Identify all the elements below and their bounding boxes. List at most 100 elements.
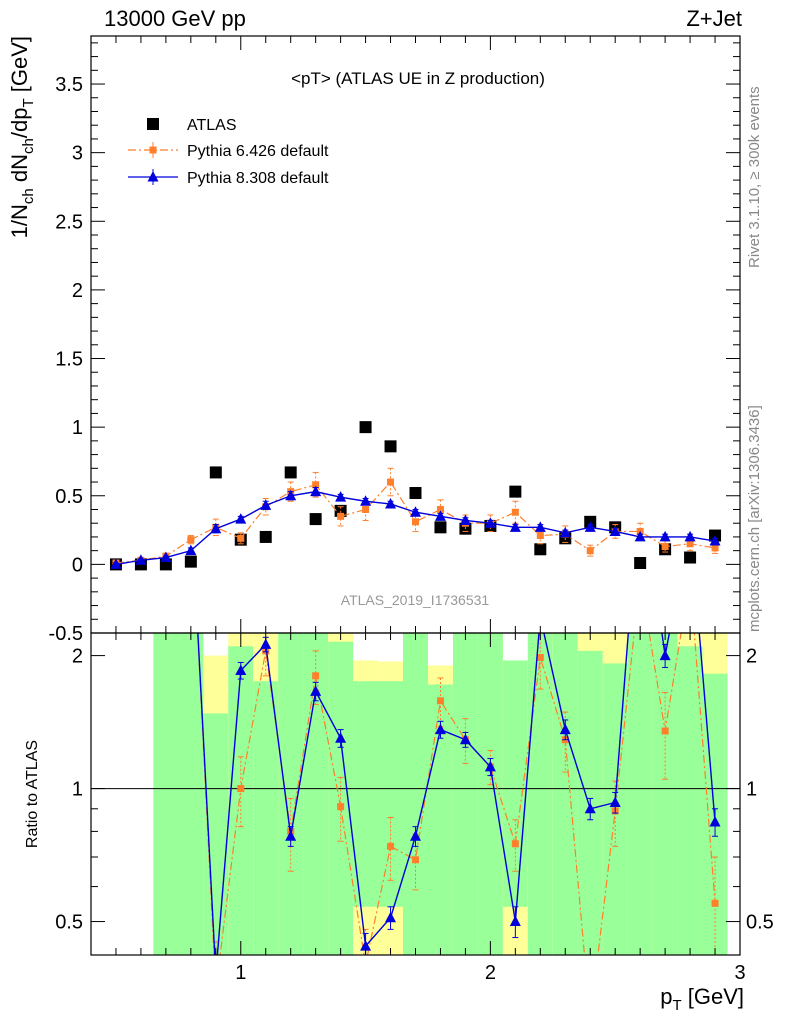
- data-point: [187, 536, 195, 544]
- data-point: [160, 551, 172, 563]
- ratio-point: [260, 638, 272, 649]
- data-point: [586, 547, 594, 555]
- data-point: [337, 512, 345, 520]
- y-axis-label-part: [GeV]: [7, 36, 32, 98]
- ratio-point: [310, 685, 322, 696]
- ratio-series-group: [160, 439, 721, 1023]
- ratio-band-inner: [403, 633, 428, 955]
- y-tick-label: 1: [72, 417, 83, 439]
- ratio-y-tick-label-right: 0.5: [746, 912, 774, 934]
- data-point: [209, 466, 222, 479]
- data-point: [534, 521, 546, 532]
- data-point: [684, 530, 696, 542]
- ratio-point: [337, 803, 345, 811]
- main-series-group: [109, 421, 722, 571]
- ratio-point: [387, 842, 395, 850]
- y-tick-label: 3.5: [55, 74, 83, 96]
- data-point: [259, 530, 272, 543]
- data-point: [436, 505, 444, 513]
- ratio-point: [412, 856, 419, 864]
- ratio-point: [235, 664, 247, 676]
- y-axis-label-part: 1/N: [7, 204, 32, 238]
- data-point: [536, 532, 544, 540]
- header-left-label: 13000 GeV pp: [104, 6, 246, 31]
- legend-marker: [147, 118, 159, 130]
- ratio-point: [285, 830, 297, 841]
- data-point: [310, 485, 322, 497]
- y-axis-label-part: /dp: [7, 108, 32, 139]
- ratio-point: [609, 796, 621, 807]
- ratio-point: [436, 697, 444, 705]
- data-point: [686, 540, 694, 548]
- series-line: [115, 490, 716, 566]
- ratio-point: [335, 732, 347, 743]
- data-point: [210, 522, 222, 534]
- y-axis-label-part: dN: [7, 154, 32, 188]
- legend: ATLAS Pythia 6.426 default Pythia 8.308 de…: [128, 117, 329, 187]
- ratio-point: [185, 494, 196, 505]
- ratio-point: [687, 574, 694, 581]
- ratio-point: [559, 723, 571, 735]
- ratio-point: [385, 911, 397, 923]
- ratio-band-inner: [353, 681, 379, 907]
- ratio-y-tick-label-left: 1: [72, 779, 83, 801]
- data-point: [284, 466, 297, 479]
- ratio-y-axis-label: Ratio to ATLAS: [24, 740, 41, 848]
- ratio-band-inner: [228, 646, 254, 955]
- y-axis-label-part: ch: [20, 138, 37, 154]
- ratio-point: [434, 723, 446, 735]
- ratio-point: [459, 733, 471, 745]
- x-tick-label: 2: [485, 962, 496, 984]
- y-axis-label-part: ch: [20, 188, 37, 204]
- ratio-point: [661, 727, 669, 735]
- data-point: [559, 526, 571, 538]
- data-point: [684, 551, 697, 564]
- ratio-point: [362, 961, 369, 968]
- ratio-band-inner: [378, 681, 404, 907]
- ratio-point: [536, 654, 544, 662]
- ratio-uncertainty-bands: [91, 633, 740, 955]
- data-point: [410, 506, 421, 517]
- ratio-band-inner: [677, 646, 703, 955]
- legend-label: ATLAS: [187, 117, 237, 134]
- ratio-point: [587, 1016, 594, 1023]
- data-point: [185, 544, 197, 556]
- ratio-point: [709, 816, 721, 827]
- ratio-point: [187, 497, 194, 504]
- data-point: [584, 521, 596, 532]
- y-tick-label: 2.5: [55, 211, 83, 233]
- ratio-y-tick-label-left: 0.5: [55, 912, 83, 934]
- data-point: [360, 495, 372, 506]
- ratio-band-inner: [153, 633, 204, 955]
- data-point: [434, 510, 446, 521]
- data-point: [709, 535, 721, 546]
- data-point: [385, 497, 397, 509]
- x-axis-label-part: p: [660, 984, 672, 1009]
- data-point: [184, 555, 197, 568]
- ratio-y-tick-label-left: 2: [72, 646, 83, 668]
- data-point: [359, 421, 372, 434]
- ratio-band-inner: [278, 633, 304, 955]
- ratio-point: [659, 649, 671, 661]
- ratio-point: [635, 474, 646, 485]
- legend-marker: [147, 171, 159, 182]
- data-point: [362, 505, 370, 513]
- x-axis-label-part: [GeV]: [682, 984, 744, 1009]
- y-tick-label: -0.5: [49, 623, 83, 645]
- y-tick-label: 1.5: [55, 349, 83, 371]
- x-axis-label: pT [GeV]: [660, 984, 744, 1014]
- data-point: [235, 513, 247, 524]
- ratio-point: [160, 439, 171, 450]
- ratio-band-inner: [652, 633, 678, 955]
- ratio-point: [312, 672, 320, 680]
- data-point: [509, 521, 521, 532]
- data-point: [661, 543, 669, 551]
- x-tick-label: 3: [734, 962, 745, 984]
- data-point: [434, 521, 447, 534]
- ratio-y-tick-label-right: 2: [746, 646, 757, 668]
- ratio-y-tick-label-right: 1: [746, 779, 757, 801]
- data-point: [335, 491, 347, 502]
- y-axis-label-part: T: [20, 98, 37, 107]
- ratio-band-inner: [452, 633, 478, 955]
- data-point: [260, 499, 272, 510]
